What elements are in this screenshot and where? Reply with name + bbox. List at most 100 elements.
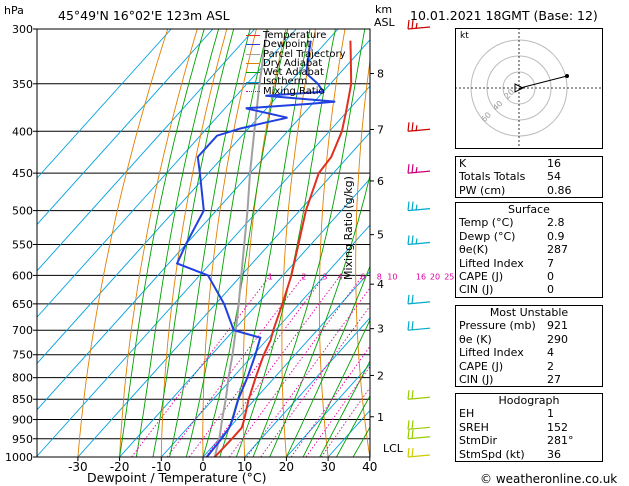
km-tick-label: 5 <box>377 229 384 242</box>
dry-adiabat-line <box>202 29 257 457</box>
surface-label: Dewp (°C) <box>459 229 516 243</box>
wind-barb <box>407 420 431 430</box>
chart-legend: Temperature Dewpoint Parcel Trajectory Dry … <box>246 30 346 97</box>
most-unstable-value: 4 <box>547 346 554 360</box>
legend-label: Isotherm <box>263 76 308 88</box>
x-tick-label: 0 <box>199 460 207 474</box>
wet-adiabat-line <box>169 29 251 457</box>
wet-adiabat-line <box>252 29 366 457</box>
most-unstable-value: 921 <box>547 319 568 333</box>
index-row: K 16 <box>456 157 602 170</box>
storm-motion-marker <box>514 83 525 93</box>
pressure-tick-label: 950 <box>12 433 33 446</box>
km-tick-label: 1 <box>377 411 384 424</box>
most-unstable-row: θe (K) 290 <box>456 333 602 346</box>
mixing-ratio-label: 25 <box>444 272 454 281</box>
hodograph-stat-row: EH 1 <box>456 407 602 420</box>
x-tick-label: 40 <box>362 460 377 474</box>
km-tick-label: 3 <box>377 323 384 336</box>
index-value: 0.86 <box>547 183 572 197</box>
parcel-trajectory-line <box>213 29 269 457</box>
pressure-tick-label: 650 <box>12 298 33 311</box>
legend-swatch <box>246 44 260 46</box>
hodograph-stat-label: StmDir <box>459 434 498 448</box>
x-tick-label: 20 <box>279 460 294 474</box>
pressure-tick-label: 800 <box>12 372 33 385</box>
surface-row: Temp (°C) 2.8 <box>456 216 602 229</box>
isotherm-line <box>160 224 370 457</box>
surface-value: 0.9 <box>547 229 565 243</box>
mixing-ratio-label: 20 <box>430 272 440 281</box>
legend-label: Parcel Trajectory <box>263 48 346 60</box>
location-title: 45°49'N 16°02'E 123m ASL <box>58 8 230 23</box>
surface-row: Lifted Index 7 <box>456 257 602 270</box>
hodograph-stat-row: StmSpd (kt) 36 <box>456 448 602 461</box>
surface-row: Dewp (°C) 0.9 <box>456 230 602 243</box>
pressure-tick-label: 550 <box>12 238 33 251</box>
pressure-tick-label: 850 <box>12 393 33 406</box>
surface-label: CIN (J) <box>459 283 494 297</box>
most-unstable-label: Pressure (mb) <box>459 319 536 333</box>
hodograph-unit-label: kt <box>460 31 469 41</box>
wet-adiabat-line <box>185 29 269 457</box>
km-unit-label: km <box>375 3 393 16</box>
legend-entry: Isotherm <box>246 76 346 88</box>
most-unstable-row: CIN (J) 27 <box>456 373 602 386</box>
index-label: K <box>459 157 467 170</box>
surface-value: 0 <box>547 270 554 284</box>
wet-adiabat-line <box>152 29 235 457</box>
hodograph-trace <box>518 75 568 90</box>
dry-adiabat-line <box>242 29 287 457</box>
mixing-ratio-line <box>205 275 341 457</box>
pressure-tick-label: 500 <box>12 205 33 218</box>
hodograph-stat-row: SREH 152 <box>456 421 602 434</box>
mixing-ratio-line <box>246 287 370 457</box>
legend-entry: Wet Adiabat <box>246 68 346 78</box>
most-unstable-row: Lifted Index 4 <box>456 346 602 359</box>
surface-title: Surface <box>508 203 550 216</box>
pressure-tick-label: 750 <box>12 349 33 362</box>
x-tick-label: -10 <box>151 460 171 474</box>
surface-row: CIN (J) 0 <box>456 283 602 296</box>
isotherm-line <box>37 85 370 457</box>
legend-swatch <box>246 81 260 83</box>
surface-label: θe(K) <box>459 243 489 257</box>
temperature-line <box>213 40 353 457</box>
index-label: Totals Totals <box>459 170 526 184</box>
isotherm-line <box>244 317 370 457</box>
wind-barb <box>407 122 431 132</box>
mixing-ratio-line <box>260 305 370 457</box>
most-unstable-table: Most Unstable Pressure (mb) 921 θe (K) 290 Li… <box>455 305 603 388</box>
surface-value: 7 <box>547 256 554 270</box>
surface-label: Lifted Index <box>459 256 524 270</box>
wet-adiabat-line <box>235 29 336 457</box>
footer-credit: © weatheronline.co.uk <box>480 472 618 486</box>
surface-table: Surface Temp (°C) 2.8 Dewp (°C) 0.9 θe(K) 287 L… <box>455 202 603 298</box>
wind-barb <box>407 201 431 212</box>
x-tick-label: 30 <box>320 460 335 474</box>
legend-entry: Mixing Ratio <box>246 85 346 97</box>
pressure-tick-label: 350 <box>12 78 33 91</box>
isotherm-line <box>37 29 297 318</box>
legend-entry: Parcel Trajectory <box>246 48 346 60</box>
surface-label: CAPE (J) <box>459 270 504 284</box>
legend-swatch <box>246 63 260 65</box>
mixing-ratio-line <box>188 275 326 457</box>
wind-barb <box>407 429 431 440</box>
wind-barb <box>407 321 431 331</box>
mixing-ratio-label: 8 <box>377 272 382 281</box>
surface-row: CAPE (J) 0 <box>456 270 602 283</box>
wind-barb <box>407 235 431 246</box>
datetime-title: 10.01.2021 18GMT (Base: 12) <box>410 8 598 23</box>
pressure-unit-label: hPa <box>4 4 24 17</box>
mixing-ratio-label: 4 <box>338 272 343 281</box>
hodograph-stat-value: 152 <box>547 420 568 434</box>
most-unstable-value: 27 <box>547 373 561 387</box>
mixing-ratio-label: 2 <box>302 272 307 281</box>
pressure-tick-label: 600 <box>12 269 33 282</box>
index-row: Totals Totals 54 <box>456 170 602 183</box>
most-unstable-title: Most Unstable <box>489 306 569 319</box>
legend-label: Mixing Ratio <box>263 85 325 97</box>
